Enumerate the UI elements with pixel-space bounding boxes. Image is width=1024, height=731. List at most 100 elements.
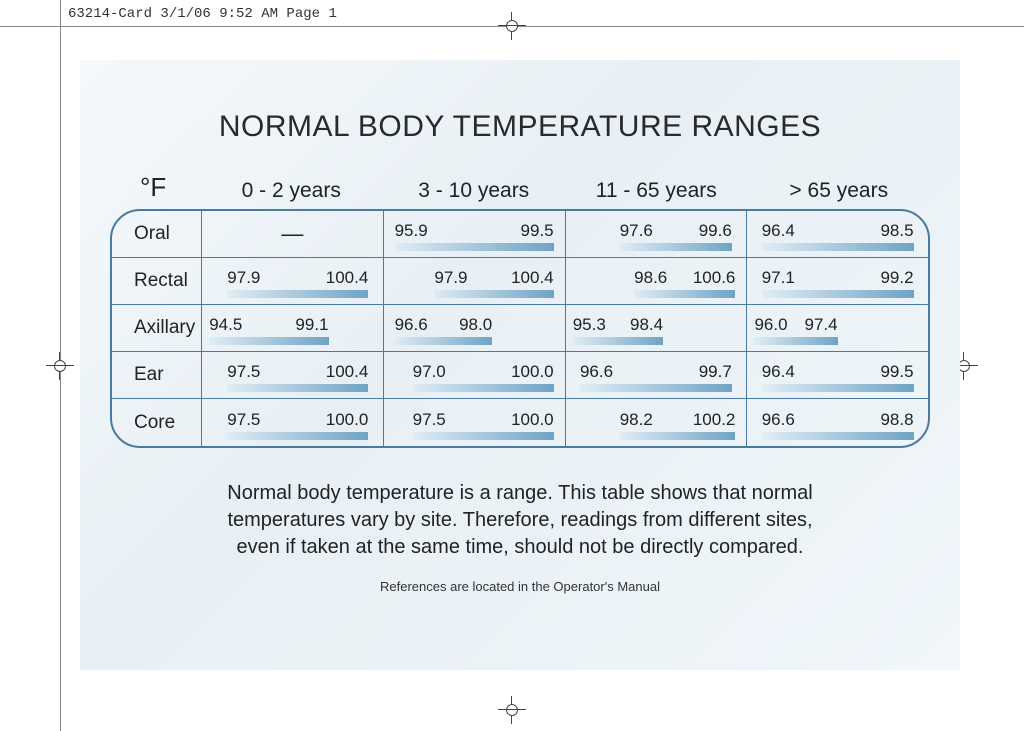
range-bar — [762, 290, 914, 298]
range-bar — [620, 432, 736, 440]
range-values: 98.2 100.2 — [620, 410, 736, 430]
range-bar — [413, 384, 554, 392]
table-cell: 98.6 100.6 — [566, 258, 748, 304]
range-high: 100.0 — [511, 362, 554, 382]
range-bar — [762, 432, 914, 440]
table-cell: 96.499.5 — [747, 352, 928, 398]
table-cell: 97.9100.4 — [384, 258, 566, 304]
range-values: 96.699.7 — [580, 362, 732, 382]
range-values: 97.0 100.0 — [413, 362, 554, 382]
table-cell: 98.2 100.2 — [566, 399, 748, 446]
print-slug: 63214-Card 3/1/06 9:52 AM Page 1 — [68, 6, 337, 22]
table-header-row: °F 0 - 2 years3 - 10 years11 - 65 years>… — [110, 172, 930, 209]
range-high: 100.6 — [693, 268, 736, 288]
table-cell: 96.6 98.0 — [384, 305, 566, 351]
range-high: 98.4 — [630, 315, 663, 335]
range-high: 100.0 — [511, 410, 554, 430]
range-low: 96.6 — [762, 410, 795, 430]
row-label: Core — [112, 399, 202, 446]
range-bar — [754, 337, 837, 345]
range-low: 98.6 — [634, 268, 667, 288]
column-header: 11 - 65 years — [565, 179, 748, 203]
table-cell: 97.9100.4 — [202, 258, 384, 304]
registration-mark-icon — [46, 352, 74, 380]
no-data-dash: — — [281, 221, 303, 247]
table-cell: 95.999.5 — [384, 211, 566, 257]
table-row: Rectal97.9100.497.9100.498.6100.697.199.… — [112, 258, 928, 305]
range-bar — [209, 337, 328, 345]
range-values: 98.6 100.6 — [634, 268, 735, 288]
range-values: 97.5 100.0 — [413, 410, 554, 430]
card: NORMAL BODY TEMPERATURE RANGES °F 0 - 2 … — [80, 60, 960, 670]
table-row: Oral — 95.999.5 97.6 99.6 96.498.5 — [112, 211, 928, 258]
range-bar — [434, 290, 553, 298]
range-bar — [580, 384, 732, 392]
range-bar — [762, 384, 914, 392]
range-high: 98.8 — [880, 410, 913, 430]
range-low: 97.1 — [762, 268, 795, 288]
range-values: 96.6 98.8 — [762, 410, 914, 430]
table-row: Ear97.5100.497.0100.096.699.796.499.5 — [112, 352, 928, 399]
range-bar — [227, 432, 368, 440]
range-values: 96.6 98.0 — [395, 315, 493, 335]
range-low: 95.3 — [573, 315, 606, 335]
range-low: 98.2 — [620, 410, 653, 430]
range-low: 96.0 — [754, 315, 787, 335]
range-high: 100.0 — [326, 410, 369, 430]
range-bar — [227, 384, 368, 392]
reference-note: References are located in the Operator's… — [80, 579, 960, 594]
table-cell: — — [202, 211, 384, 257]
table-body: Oral—95.999.597.699.696.498.5Rectal97.91… — [110, 209, 930, 448]
range-low: 97.5 — [413, 410, 446, 430]
range-high: 99.6 — [699, 221, 732, 241]
range-bar — [395, 337, 493, 345]
row-label: Oral — [112, 211, 202, 257]
range-low: 96.6 — [580, 362, 613, 382]
range-low: 97.6 — [620, 221, 653, 241]
range-bar — [762, 243, 914, 251]
unit-label: °F — [110, 172, 200, 203]
registration-mark-icon — [498, 12, 526, 40]
table-cell: 97.6 99.6 — [566, 211, 748, 257]
range-bar — [395, 243, 554, 251]
description-text: Normal body temperature is a range. This… — [220, 480, 820, 561]
range-bar — [413, 432, 554, 440]
range-bar — [227, 290, 368, 298]
range-low: 94.5 — [209, 315, 242, 335]
range-values: 97.9100.4 — [434, 268, 553, 288]
range-low: 97.5 — [227, 362, 260, 382]
column-header: 0 - 2 years — [200, 179, 383, 203]
table-cell: 96.699.7 — [566, 352, 748, 398]
registration-mark-icon — [498, 696, 526, 724]
range-values: 95.999.5 — [395, 221, 554, 241]
range-bar — [620, 243, 732, 251]
range-low: 96.6 — [395, 315, 428, 335]
range-high: 99.1 — [295, 315, 328, 335]
range-values: 96.499.5 — [762, 362, 914, 382]
range-high: 98.0 — [459, 315, 492, 335]
range-values: 97.1 99.2 — [762, 268, 914, 288]
range-high: 100.2 — [693, 410, 736, 430]
table-cell: 97.0 100.0 — [384, 352, 566, 398]
range-high: 99.2 — [880, 268, 913, 288]
table-cell: 94.5 99.1 — [202, 305, 384, 351]
range-low: 95.9 — [395, 221, 428, 241]
column-header: 3 - 10 years — [383, 179, 566, 203]
range-values: 94.5 99.1 — [209, 315, 328, 335]
page-title: NORMAL BODY TEMPERATURE RANGES — [80, 110, 960, 144]
range-bar — [573, 337, 663, 345]
range-values: 97.9100.4 — [227, 268, 368, 288]
range-low: 97.9 — [434, 268, 467, 288]
table-row: Axillary 94.5 99.1 96.6 98.0 95.3 98.4 96.0 97.4 — [112, 305, 928, 352]
range-high: 100.4 — [326, 362, 369, 382]
row-label: Axillary — [112, 305, 202, 351]
column-header: > 65 years — [748, 179, 931, 203]
range-low: 96.4 — [762, 221, 795, 241]
range-values: 97.5 100.4 — [227, 362, 368, 382]
table-cell: 96.498.5 — [747, 211, 928, 257]
range-low: 97.0 — [413, 362, 446, 382]
range-high: 97.4 — [805, 315, 838, 335]
table-row: Core97.5100.097.5100.098.2100.296.698.8 — [112, 399, 928, 446]
table-cell: 97.5100.0 — [202, 399, 384, 446]
table-cell: 95.3 98.4 — [566, 305, 748, 351]
